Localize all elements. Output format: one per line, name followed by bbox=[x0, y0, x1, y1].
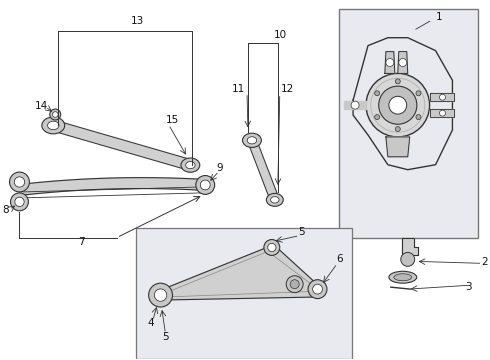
Polygon shape bbox=[430, 93, 454, 101]
Ellipse shape bbox=[394, 274, 412, 281]
Circle shape bbox=[50, 109, 61, 120]
Polygon shape bbox=[385, 51, 395, 73]
Text: 12: 12 bbox=[281, 84, 294, 94]
Text: 8: 8 bbox=[2, 205, 9, 215]
Polygon shape bbox=[430, 109, 454, 117]
FancyBboxPatch shape bbox=[340, 9, 478, 238]
Polygon shape bbox=[402, 238, 417, 255]
Circle shape bbox=[389, 96, 407, 114]
Circle shape bbox=[313, 284, 322, 294]
Text: 2: 2 bbox=[481, 257, 488, 267]
Polygon shape bbox=[19, 177, 206, 195]
Polygon shape bbox=[386, 137, 410, 157]
Polygon shape bbox=[398, 51, 408, 73]
Ellipse shape bbox=[186, 162, 195, 169]
Circle shape bbox=[416, 114, 421, 120]
Text: 15: 15 bbox=[166, 116, 179, 126]
Circle shape bbox=[416, 91, 421, 96]
Circle shape bbox=[395, 126, 400, 131]
Circle shape bbox=[395, 79, 400, 84]
Text: 9: 9 bbox=[217, 163, 223, 173]
Ellipse shape bbox=[389, 271, 416, 283]
Circle shape bbox=[290, 280, 299, 289]
Polygon shape bbox=[52, 120, 192, 170]
Circle shape bbox=[366, 73, 430, 137]
Ellipse shape bbox=[247, 137, 257, 144]
Circle shape bbox=[351, 101, 359, 109]
Polygon shape bbox=[248, 139, 279, 202]
Polygon shape bbox=[161, 247, 322, 300]
Circle shape bbox=[440, 110, 445, 116]
Ellipse shape bbox=[267, 193, 283, 206]
Text: 6: 6 bbox=[336, 255, 343, 264]
Circle shape bbox=[14, 177, 24, 187]
Ellipse shape bbox=[48, 121, 59, 130]
Circle shape bbox=[375, 91, 380, 96]
Text: 13: 13 bbox=[130, 16, 144, 26]
Circle shape bbox=[264, 239, 280, 255]
Text: 3: 3 bbox=[465, 282, 472, 292]
Circle shape bbox=[286, 276, 303, 293]
Circle shape bbox=[379, 86, 417, 124]
Circle shape bbox=[401, 252, 415, 266]
Circle shape bbox=[375, 114, 380, 120]
Text: 10: 10 bbox=[274, 30, 287, 40]
Circle shape bbox=[200, 180, 210, 190]
Text: 14: 14 bbox=[35, 100, 48, 111]
Ellipse shape bbox=[270, 197, 279, 203]
Circle shape bbox=[15, 197, 24, 207]
Polygon shape bbox=[344, 101, 366, 109]
FancyBboxPatch shape bbox=[136, 228, 352, 359]
Ellipse shape bbox=[243, 133, 261, 148]
Circle shape bbox=[154, 289, 167, 301]
Circle shape bbox=[399, 59, 407, 67]
Text: 5: 5 bbox=[162, 332, 169, 342]
Circle shape bbox=[440, 94, 445, 100]
Text: 4: 4 bbox=[147, 318, 154, 328]
Text: 1: 1 bbox=[436, 12, 443, 22]
Circle shape bbox=[11, 193, 28, 211]
Ellipse shape bbox=[42, 117, 65, 134]
Text: 11: 11 bbox=[231, 84, 245, 94]
Circle shape bbox=[9, 172, 29, 192]
Circle shape bbox=[386, 59, 394, 67]
Text: 7: 7 bbox=[78, 237, 84, 247]
Circle shape bbox=[52, 112, 58, 117]
Circle shape bbox=[268, 243, 276, 252]
Ellipse shape bbox=[181, 158, 200, 172]
Circle shape bbox=[148, 283, 172, 307]
Text: 5: 5 bbox=[298, 226, 305, 237]
Circle shape bbox=[196, 176, 215, 194]
Circle shape bbox=[308, 280, 327, 298]
